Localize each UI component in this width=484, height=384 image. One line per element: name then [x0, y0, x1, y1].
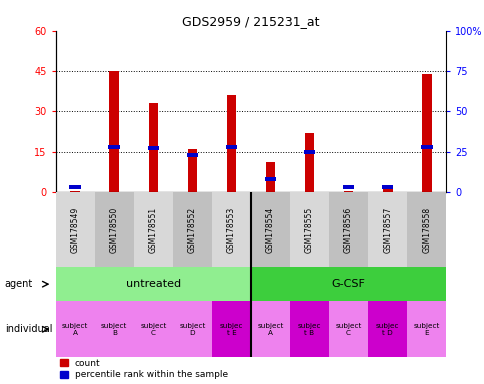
Text: untreated: untreated: [125, 279, 181, 289]
Bar: [407, 301, 445, 357]
Bar: [264, 177, 276, 181]
Text: subject
C: subject C: [335, 323, 361, 336]
Bar: [56, 267, 251, 301]
Text: GSM178556: GSM178556: [343, 206, 352, 253]
Bar: [56, 192, 95, 267]
Text: GSM178558: GSM178558: [421, 206, 430, 253]
Bar: [70, 191, 80, 192]
Bar: [343, 191, 353, 192]
Text: subjec
t D: subjec t D: [375, 323, 398, 336]
Bar: [134, 301, 173, 357]
Bar: [289, 301, 329, 357]
Text: GSM178552: GSM178552: [187, 206, 197, 253]
Bar: [173, 301, 212, 357]
Bar: [329, 301, 367, 357]
Text: G-CSF: G-CSF: [331, 279, 365, 289]
Text: GSM178550: GSM178550: [109, 206, 119, 253]
Bar: [225, 145, 237, 149]
Text: GSM178554: GSM178554: [265, 206, 274, 253]
Bar: [56, 301, 95, 357]
Text: GSM178551: GSM178551: [149, 206, 158, 253]
Text: subject
A: subject A: [62, 323, 88, 336]
Text: GSM178553: GSM178553: [227, 206, 236, 253]
Bar: [381, 185, 393, 189]
Text: subject
E: subject E: [413, 323, 439, 336]
Text: subject
B: subject B: [101, 323, 127, 336]
Bar: [95, 192, 134, 267]
Bar: [212, 301, 251, 357]
Bar: [303, 150, 315, 154]
Bar: [186, 153, 198, 157]
Text: agent: agent: [5, 279, 33, 289]
Bar: [329, 192, 367, 267]
Bar: [289, 192, 329, 267]
Bar: [147, 146, 159, 151]
Bar: [109, 71, 119, 192]
Text: GSM178549: GSM178549: [71, 206, 80, 253]
Bar: [407, 192, 445, 267]
Text: subject
D: subject D: [179, 323, 205, 336]
Bar: [95, 301, 134, 357]
Legend: count, percentile rank within the sample: count, percentile rank within the sample: [60, 359, 227, 379]
Bar: [382, 189, 392, 192]
Bar: [251, 192, 289, 267]
Bar: [148, 103, 158, 192]
Text: GSM178555: GSM178555: [304, 206, 314, 253]
Bar: [304, 133, 314, 192]
Bar: [134, 192, 173, 267]
Bar: [265, 162, 275, 192]
Bar: [251, 301, 289, 357]
Bar: [420, 145, 432, 149]
Text: individual: individual: [5, 324, 52, 334]
Text: subject
C: subject C: [140, 323, 166, 336]
Text: subjec
t E: subjec t E: [219, 323, 242, 336]
Bar: [367, 301, 407, 357]
Title: GDS2959 / 215231_at: GDS2959 / 215231_at: [182, 15, 319, 28]
Bar: [173, 192, 212, 267]
Bar: [69, 185, 81, 189]
Bar: [251, 267, 445, 301]
Bar: [226, 95, 236, 192]
Bar: [367, 192, 407, 267]
Bar: [187, 149, 197, 192]
Bar: [212, 192, 251, 267]
Text: subject
A: subject A: [257, 323, 283, 336]
Bar: [108, 145, 120, 149]
Bar: [421, 74, 431, 192]
Bar: [342, 185, 354, 189]
Text: subjec
t B: subjec t B: [297, 323, 320, 336]
Text: GSM178557: GSM178557: [382, 206, 392, 253]
